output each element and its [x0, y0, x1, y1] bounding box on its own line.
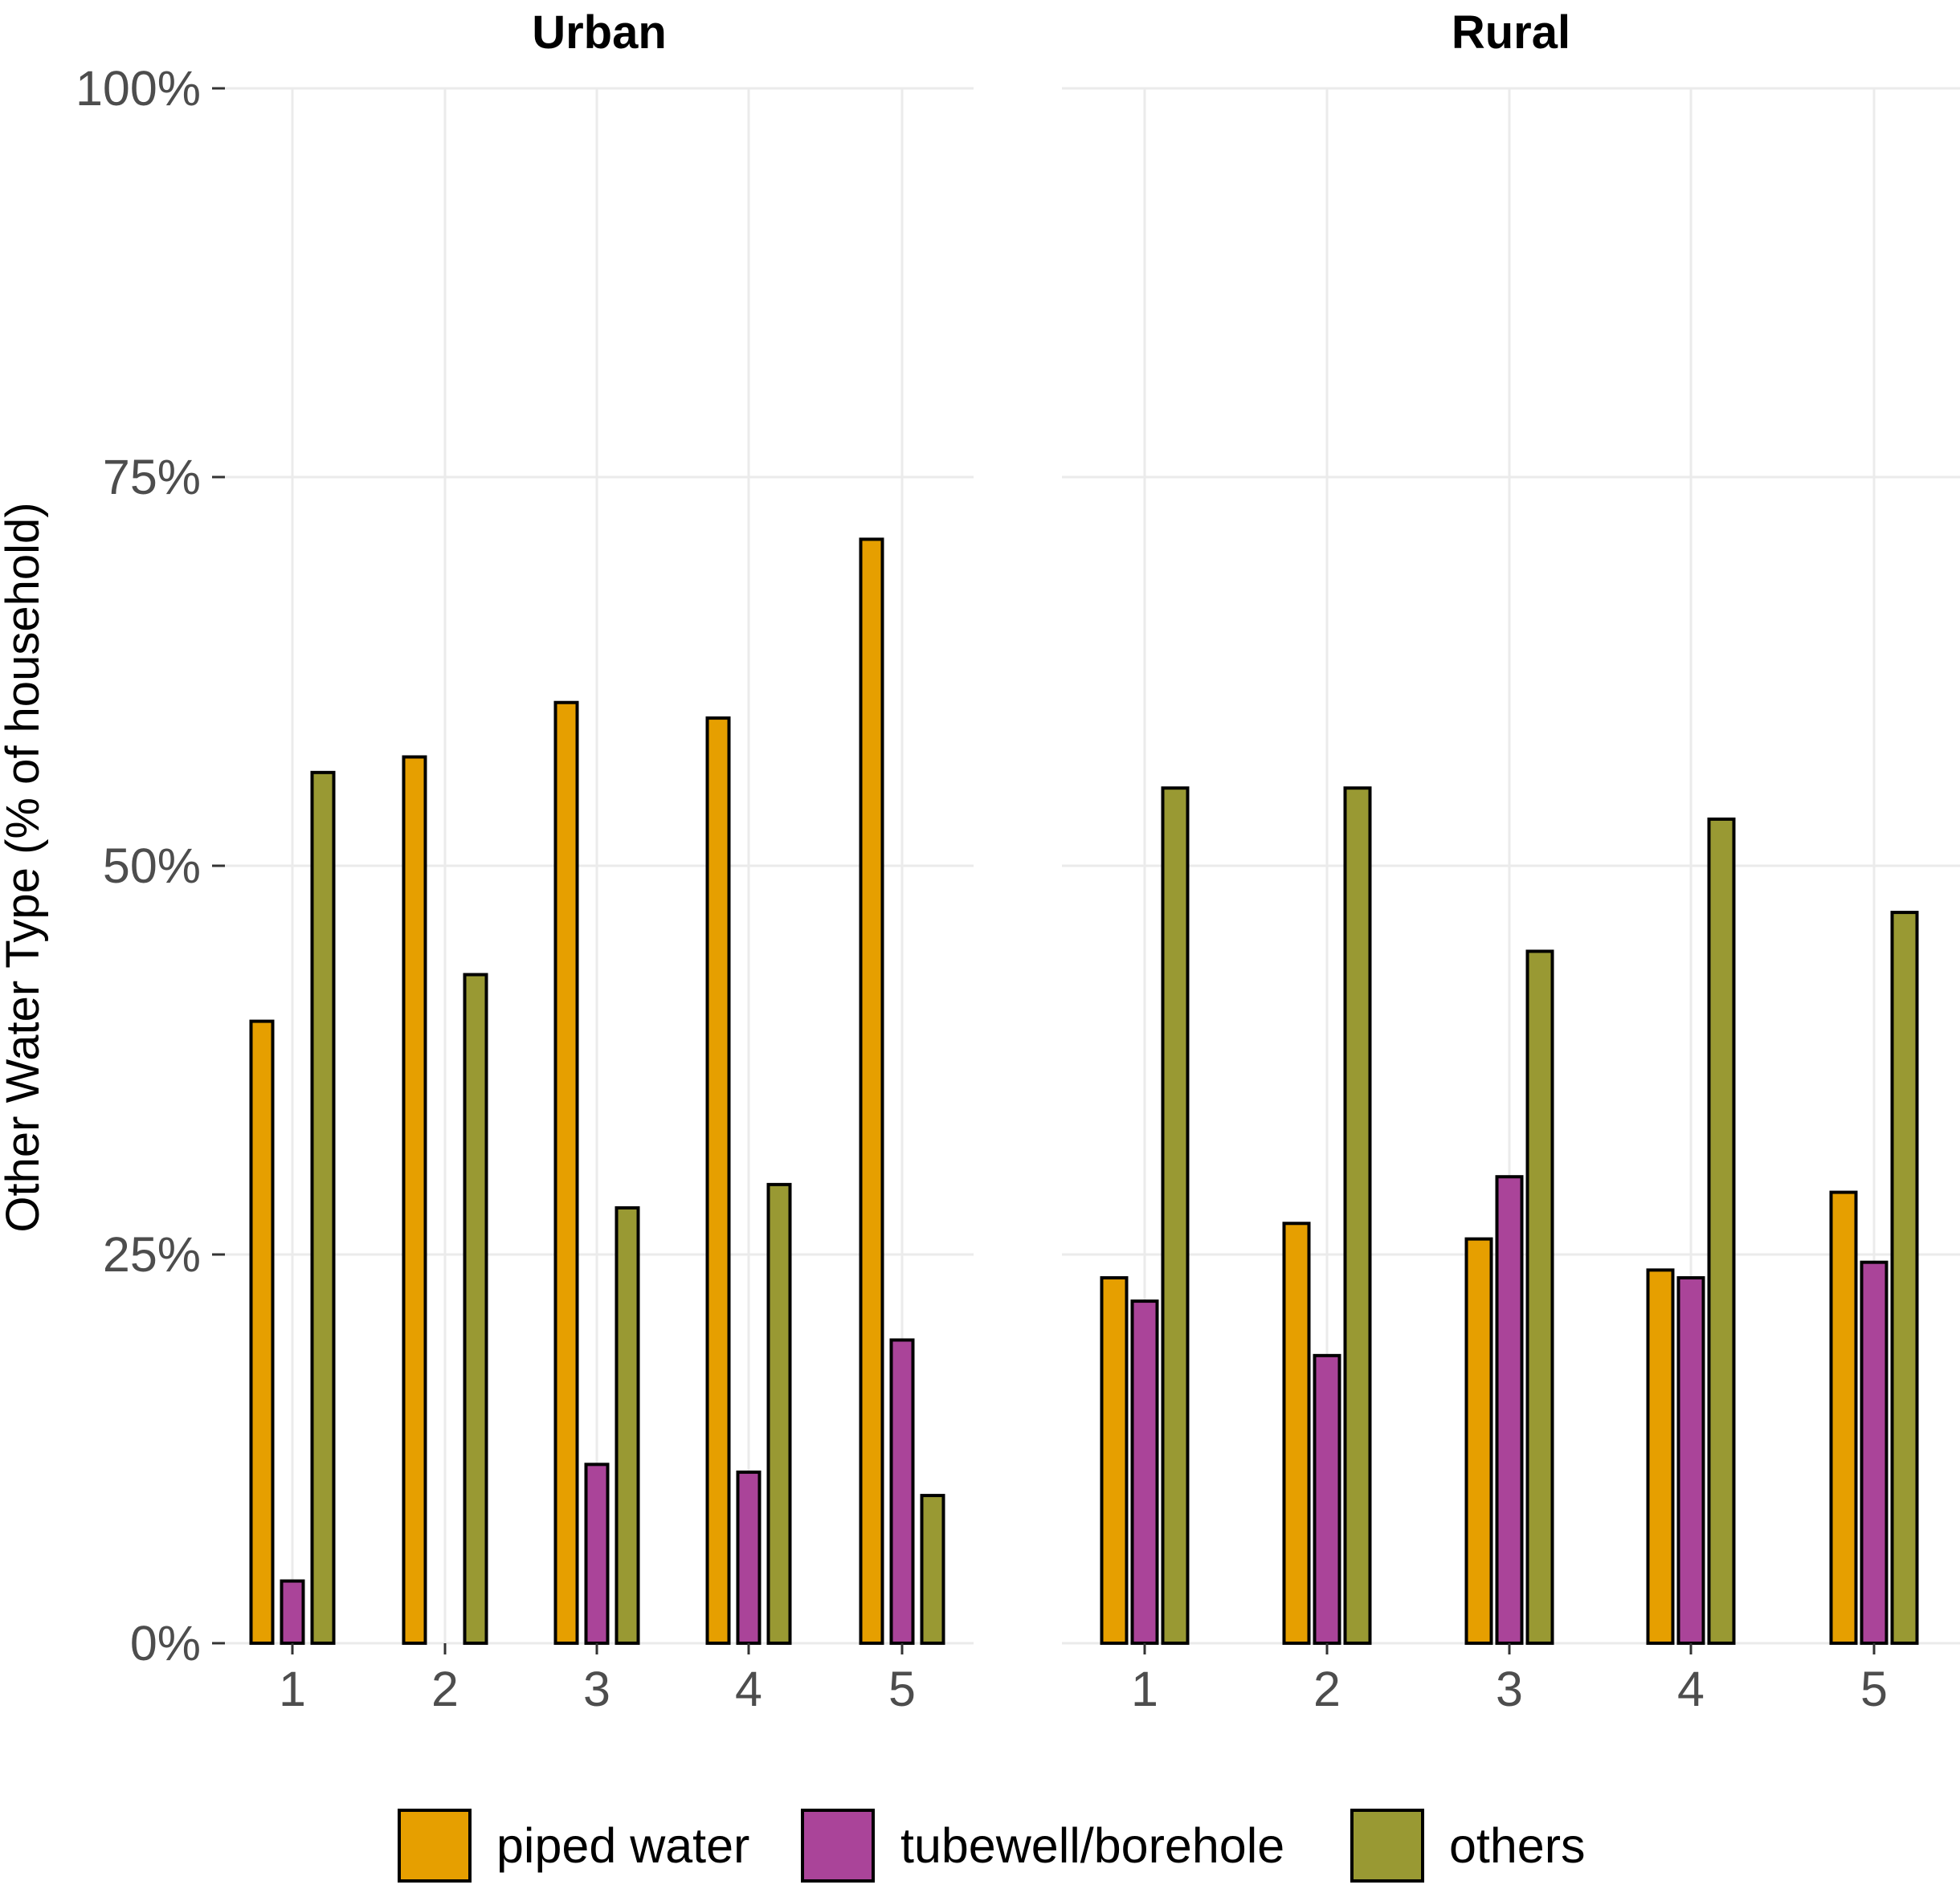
bar-tubewell-borehole-5: [889, 1338, 915, 1645]
bar-others-5: [920, 1494, 945, 1645]
x-tick-label: 5: [888, 1662, 916, 1716]
bar-piped-water-2: [402, 755, 427, 1645]
bar-piped-water-4: [1646, 1268, 1675, 1645]
bar-tubewell-borehole-5: [1860, 1260, 1889, 1646]
bar-tubewell-borehole-4: [736, 1471, 762, 1646]
y-tick-label: 25%: [103, 1227, 201, 1282]
bar-others-2: [1343, 786, 1372, 1646]
x-tick-label: 4: [735, 1662, 762, 1716]
y-tick-label: 75%: [103, 450, 201, 504]
legend-item-piped-water: piped water: [398, 1809, 749, 1883]
legend-item-others: others: [1350, 1809, 1586, 1883]
x-tick-label: 3: [1496, 1662, 1523, 1716]
legend-swatch: [398, 1809, 472, 1883]
bar-piped-water-3: [1464, 1237, 1493, 1645]
bar-others-1: [310, 770, 336, 1646]
y-axis-title: Other Water Type (% of household): [0, 502, 49, 1232]
bar-piped-water-3: [553, 700, 579, 1645]
y-tick-label: 50%: [103, 838, 201, 893]
y-axis: 0% 25% 50% 75% 100%: [76, 61, 225, 1671]
x-tick-label: 1: [279, 1662, 306, 1716]
bar-others-2: [463, 973, 488, 1645]
bar-tubewell-borehole-1: [280, 1579, 305, 1646]
legend: piped water tubewell/borehole others: [398, 1809, 1586, 1883]
bar-piped-water-5: [859, 537, 884, 1646]
bar-others-3: [1525, 949, 1554, 1645]
bar-tubewell-borehole-2: [1313, 1353, 1341, 1645]
bar-piped-water-2: [1282, 1222, 1311, 1645]
legend-label: tubewell/borehole: [900, 1818, 1284, 1873]
x-tick-label: 4: [1677, 1662, 1705, 1716]
bar-others-5: [1890, 911, 1919, 1645]
bar-piped-water-1: [249, 1019, 275, 1645]
y-tick-label: 0%: [130, 1616, 201, 1671]
x-tick-label: 1: [1131, 1662, 1158, 1716]
legend-swatch: [1350, 1809, 1424, 1883]
panels-layer: Urban 1 2 3 4 5 Rural 1 2 3 4 5: [225, 6, 1960, 1716]
bar-tubewell-borehole-1: [1130, 1299, 1159, 1645]
bar-tubewell-borehole-3: [1495, 1175, 1524, 1645]
bar-piped-water-5: [1829, 1190, 1858, 1646]
bar-piped-water-1: [1100, 1276, 1129, 1646]
bar-others-3: [615, 1206, 640, 1646]
legend-label: others: [1449, 1818, 1586, 1873]
legend-label: piped water: [496, 1818, 749, 1873]
panel-rural: Rural 1 2 3 4 5: [1062, 6, 1960, 1716]
y-tick-label: 100%: [76, 61, 201, 116]
legend-item-tubewell-borehole: tubewell/borehole: [801, 1809, 1284, 1883]
x-tick-label: 3: [583, 1662, 610, 1716]
panel-title: Rural: [1452, 6, 1570, 59]
panel-title: Urban: [532, 6, 667, 59]
bar-tubewell-borehole-4: [1676, 1276, 1705, 1646]
bar-others-4: [1707, 817, 1736, 1645]
bar-others-1: [1161, 786, 1190, 1646]
bar-others-4: [766, 1182, 792, 1645]
x-tick-label: 2: [431, 1662, 459, 1716]
panel-urban: Urban 1 2 3 4 5: [225, 6, 974, 1716]
bar-piped-water-4: [705, 716, 731, 1646]
legend-swatch: [801, 1809, 875, 1883]
x-tick-label: 5: [1860, 1662, 1888, 1716]
x-tick-label: 2: [1313, 1662, 1341, 1716]
bar-tubewell-borehole-3: [584, 1463, 610, 1645]
